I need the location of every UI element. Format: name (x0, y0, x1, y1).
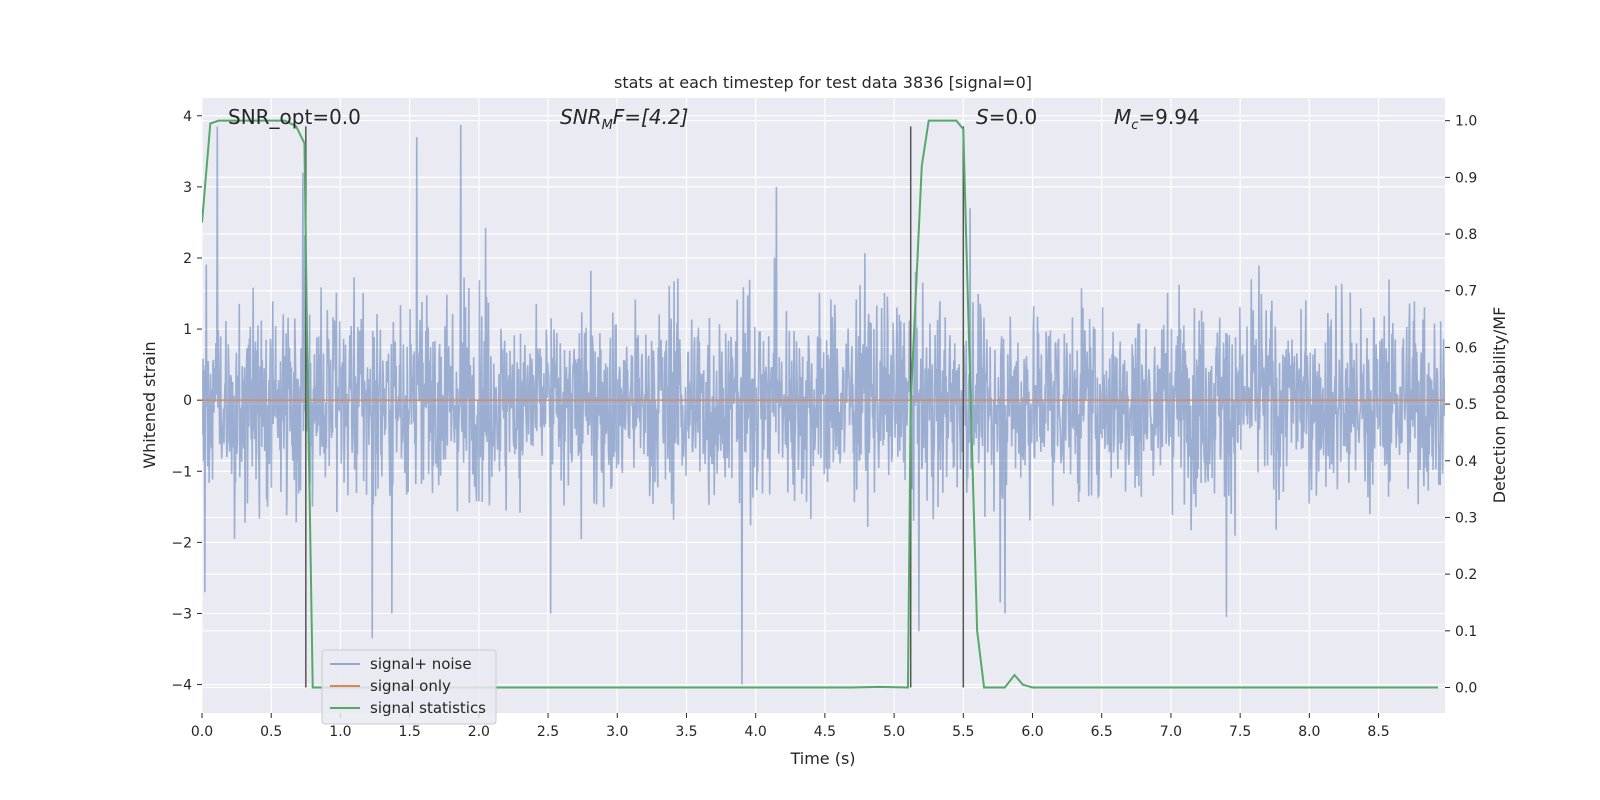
y-right-tick-label: 0.6 (1455, 340, 1477, 356)
annotation-mc-value: =9.94 (1138, 105, 1199, 129)
annotations: SNR_opt=0.0 SNRMF=[4.2] S=0.0 Mc=9.94 (228, 105, 1200, 133)
y-tick-label: −3 (171, 606, 192, 622)
y-right-axis-label: Detection probability/MF (1490, 307, 1509, 504)
x-tick-label: 6.5 (1091, 724, 1113, 740)
annotation-snr-mf: SNRMF=[4.2] (560, 105, 688, 133)
x-tick-label: 1.5 (398, 724, 420, 740)
y-right-tick-label: 0.9 (1455, 170, 1477, 186)
x-tick-label: 0.0 (191, 724, 213, 740)
x-tick-label: 6.0 (1021, 724, 1043, 740)
chart-title: stats at each timestep for test data 383… (614, 73, 1032, 92)
y-right-tick-label: 1.0 (1455, 114, 1477, 130)
legend-label: signal statistics (370, 699, 486, 717)
x-tick-label: 5.5 (952, 724, 974, 740)
legend-label: signal+ noise (370, 655, 472, 673)
y-right-tick-label: 0.0 (1455, 680, 1477, 696)
y-tick-label: −2 (171, 535, 192, 551)
y-tick-label: 4 (183, 109, 192, 125)
annotation-s-label: S (976, 105, 989, 129)
annotation-mc-label: M (1114, 105, 1131, 129)
legend: signal+ noise signal only signal statistic… (321, 649, 497, 725)
plot-area (202, 119, 1445, 689)
y-tick-label: 1 (183, 322, 192, 338)
annotation-snr-mf-suffix: F=[4.2] (613, 105, 689, 129)
x-tick-label: 8.5 (1367, 724, 1389, 740)
y-right-tick-label: 0.4 (1455, 454, 1477, 470)
annotation-snr-mf-sub: M (602, 118, 613, 133)
x-tick-label: 4.0 (745, 724, 767, 740)
x-tick-label: 5.0 (883, 724, 905, 740)
x-tick-label: 2.0 (468, 724, 490, 740)
legend-box (321, 649, 497, 725)
y-tick-label: 0 (183, 393, 192, 409)
y-tick-label: 3 (183, 180, 192, 196)
x-tick-label: 3.5 (675, 724, 697, 740)
annotation-mc-sub: c (1131, 118, 1138, 133)
y-tick-label: 2 (183, 251, 192, 267)
series-signal-noise-line (202, 125, 1445, 685)
y-right-tick-label: 0.8 (1455, 227, 1477, 243)
series-signal-statistics-line (202, 119, 1439, 689)
axes-layer: 0.0 0.5 1.0 1.5 2.0 2.5 3.0 3.5 4.0 4.5 5.0 5.5 6.0 6… (171, 109, 1477, 740)
y-tick-label: −4 (171, 678, 192, 694)
x-tick-label: 7.5 (1229, 724, 1251, 740)
y-axis-label: Whitened strain (140, 341, 159, 468)
y-right-tick-label: 0.3 (1455, 510, 1477, 526)
x-tick-label: 1.0 (329, 724, 351, 740)
x-axis-label: Time (s) (789, 749, 855, 768)
legend-label: signal only (370, 677, 451, 695)
x-tick-label: 0.5 (260, 724, 282, 740)
annotation-snr-opt: SNR_opt=0.0 (228, 105, 361, 129)
y-tick-label: −1 (171, 464, 192, 480)
x-tick-label: 7.0 (1160, 724, 1182, 740)
annotation-s-value: =0.0 (989, 105, 1038, 129)
x-tick-label: 4.5 (814, 724, 836, 740)
annotation-snr-mf-prefix: SNR (560, 105, 602, 129)
y-right-tick-label: 0.1 (1455, 624, 1477, 640)
annotation-s: S=0.0 (976, 105, 1037, 129)
x-tick-label: 3.0 (606, 724, 628, 740)
x-tick-label: 2.5 (537, 724, 559, 740)
annotation-mc: Mc=9.94 (1114, 105, 1200, 133)
y-right-tick-label: 0.2 (1455, 567, 1477, 583)
x-tick-label: 8.0 (1298, 724, 1320, 740)
y-right-tick-label: 0.7 (1455, 284, 1477, 300)
y-right-tick-label: 0.5 (1455, 397, 1477, 413)
